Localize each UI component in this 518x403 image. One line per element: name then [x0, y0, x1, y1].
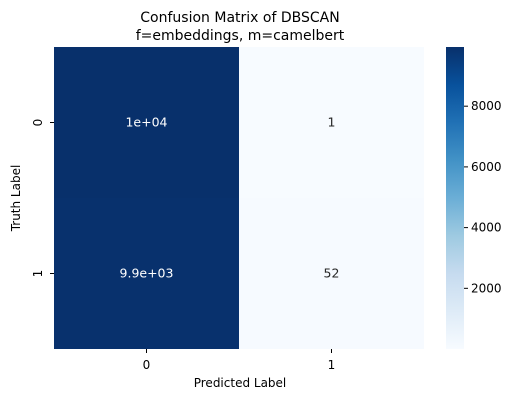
cell-value-label: 1e+04 [125, 115, 167, 130]
colorbar [446, 47, 464, 349]
colorbar-tick-label: 6000 [471, 160, 502, 174]
chart-title: Confusion Matrix of DBSCAN [140, 10, 339, 26]
y-axis-label: Truth Label [9, 165, 23, 233]
y-tick-label: 1 [31, 270, 45, 278]
x-tick-label: 1 [328, 358, 336, 372]
y-tick-label: 0 [31, 119, 45, 127]
cell-value-label: 1 [328, 115, 336, 130]
chart-subtitle: f=embeddings, m=camelbert [136, 28, 345, 44]
x-tick-label: 0 [143, 358, 151, 372]
heatmap-cell [239, 47, 424, 198]
heatmap-cell [54, 198, 239, 349]
heatmap-cell [239, 198, 424, 349]
colorbar-tick-label: 4000 [471, 221, 502, 235]
y-axis-ticks: 01 [31, 119, 54, 278]
cell-value-label: 9.9e+03 [120, 266, 174, 281]
heatmap-cells: 1e+04 1 9.9e+03 52 [54, 47, 424, 349]
colorbar-tick-label: 8000 [471, 99, 502, 113]
colorbar-tick-label: 2000 [471, 281, 502, 295]
cell-value-label: 52 [324, 266, 340, 281]
x-axis-label: Predicted Label [194, 376, 287, 390]
colorbar-ticks: 2000 4000 6000 8000 [464, 99, 502, 295]
heatmap-cell [54, 47, 239, 198]
